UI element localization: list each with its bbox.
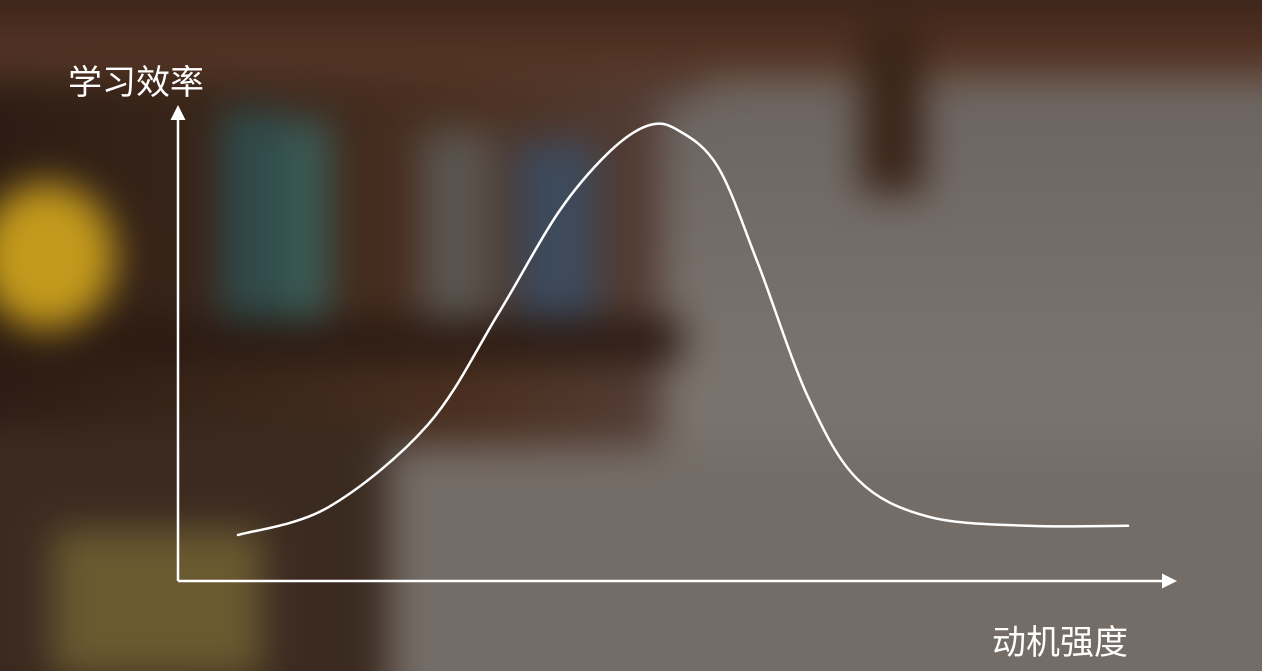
- x-axis-label: 动机强度: [992, 623, 1128, 663]
- y-axis-label: 学习效率: [68, 63, 204, 103]
- series-line: [236, 122, 1130, 537]
